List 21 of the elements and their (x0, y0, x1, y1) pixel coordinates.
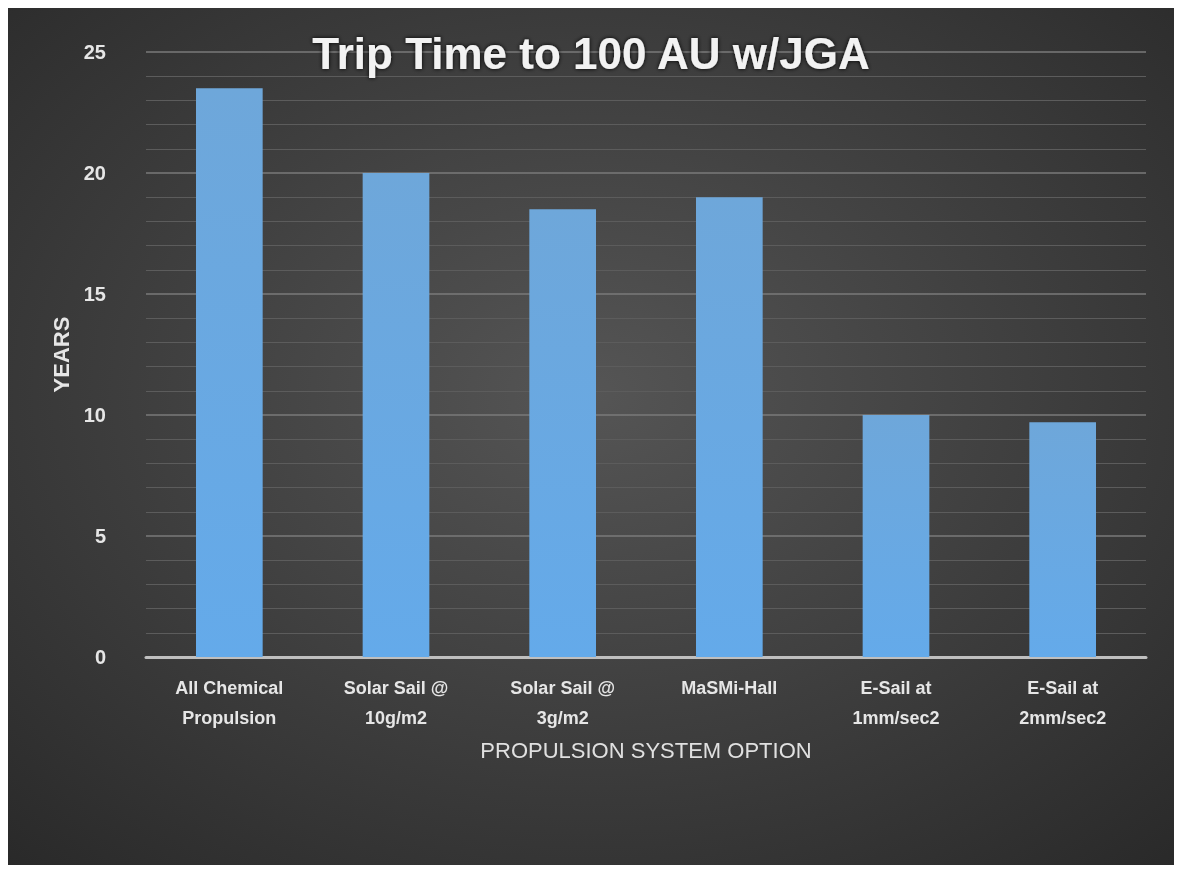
bar (529, 209, 596, 657)
x-tick-label: Solar Sail @ 10g/m2 (343, 678, 449, 728)
bar (362, 173, 430, 657)
bar (696, 197, 763, 657)
bar (196, 88, 263, 657)
x-tick-label: E-Sail at 1mm/sec2 (852, 678, 940, 728)
bar (1029, 422, 1096, 657)
y-tick-label: 10 (83, 404, 106, 426)
y-tick-label: 15 (83, 283, 106, 305)
bar (862, 415, 930, 657)
chart-title: Trip Time to 100 AU w/JGA (312, 28, 870, 78)
y-tick-label: 25 (83, 41, 106, 63)
x-tick-label: MaSMi-Hall (681, 678, 778, 698)
y-tick-label: 0 (94, 646, 106, 668)
y-tick-label: 20 (83, 162, 106, 184)
y-axis-title: YEARS (49, 316, 75, 393)
y-tick-label: 5 (94, 525, 106, 547)
x-tick-label: All Chemical Propulsion (175, 678, 284, 728)
x-axis-title: PROPULSION SYSTEM OPTION (480, 737, 812, 763)
x-tick-label: Solar Sail @ 3g/m2 (510, 678, 615, 728)
x-tick-label: E-Sail at 2mm/sec2 (1019, 678, 1107, 728)
